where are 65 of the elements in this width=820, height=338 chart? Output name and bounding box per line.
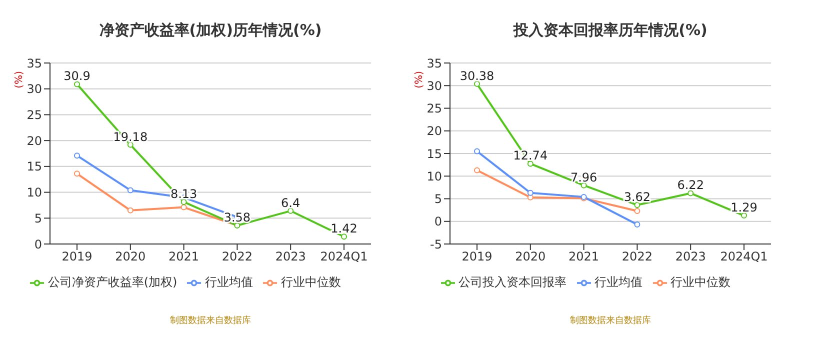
- point: [634, 208, 640, 214]
- x-tick-label: 2020: [115, 250, 146, 264]
- point: [527, 190, 534, 196]
- chart-title: 投入资本回报率历年情况(%): [512, 20, 708, 41]
- data-label: 1.29: [730, 200, 758, 215]
- point: [741, 212, 747, 219]
- point: [74, 152, 80, 159]
- point: [341, 234, 347, 240]
- y-tick-label: 15: [426, 146, 442, 161]
- x-tick-label: 2021: [168, 250, 200, 264]
- y-tick-label: 10: [26, 186, 42, 200]
- legend-label: 行业中位数: [281, 275, 342, 289]
- point: [688, 190, 694, 196]
- legend-label: 公司净资产收益率(加权): [48, 275, 178, 289]
- x-tick-label: 2019: [62, 250, 92, 264]
- y-tick-label: 20: [426, 124, 442, 138]
- x-tick-label: 2021: [568, 250, 600, 264]
- y-tick-label: 0: [34, 237, 42, 252]
- data-label: 1.42: [330, 222, 358, 236]
- chart-title: 净资产收益率(加权)历年情况(%): [98, 20, 323, 41]
- point: [634, 202, 640, 208]
- data-label: 30.9: [64, 69, 90, 84]
- data-label: 6.4: [281, 196, 300, 210]
- x-tick-label: 2024Q1: [320, 250, 368, 264]
- y-axis-title: (%): [414, 70, 425, 88]
- x-tick-label: 2022: [622, 250, 652, 264]
- point: [180, 204, 187, 210]
- y-tick-label: 10: [426, 169, 442, 184]
- legend-label: 行业均值: [594, 275, 642, 289]
- data-label: 6.22: [677, 178, 704, 192]
- y-tick-label: 5: [434, 192, 442, 206]
- y-tick-label: 35: [26, 56, 42, 70]
- point: [74, 81, 80, 88]
- y-tick-label: 25: [426, 102, 442, 116]
- legend-label: 公司投入资本回报率: [458, 275, 566, 289]
- point: [74, 170, 80, 177]
- y-tick-label: 20: [26, 134, 42, 148]
- y-tick-label: 5: [34, 211, 42, 226]
- y-tick-label: 15: [26, 160, 42, 174]
- text: 制图数据来自数据库: [169, 314, 252, 327]
- point: [127, 207, 134, 214]
- data-label: 3.62: [624, 190, 651, 204]
- point: [474, 167, 480, 174]
- text: 制图数据来自数据库: [569, 314, 652, 327]
- point: [127, 187, 134, 194]
- legend-label: 行业均值: [205, 275, 254, 289]
- data-label: 7.96: [570, 170, 598, 184]
- y-tick-label: 25: [26, 108, 42, 122]
- point: [634, 222, 640, 228]
- x-tick-label: 2023: [675, 250, 706, 264]
- point: [474, 148, 480, 154]
- x-tick-label: 2022: [222, 250, 252, 264]
- x-tick-label: 2024Q1: [720, 250, 768, 264]
- data-label: 30.38: [460, 68, 494, 83]
- x-tick-label: 2023: [275, 250, 306, 264]
- y-tick-label: -5: [430, 237, 442, 252]
- y-axis-title: (%): [14, 70, 25, 88]
- x-tick-label: 2019: [462, 250, 492, 264]
- point: [580, 182, 587, 188]
- y-tick-label: 30: [26, 82, 42, 96]
- legend-label: 行业中位数: [670, 275, 730, 289]
- x-tick-label: 2020: [515, 250, 546, 264]
- y-tick-label: 0: [434, 214, 442, 229]
- y-tick-label: 30: [426, 78, 442, 93]
- y-tick-label: 35: [426, 56, 442, 70]
